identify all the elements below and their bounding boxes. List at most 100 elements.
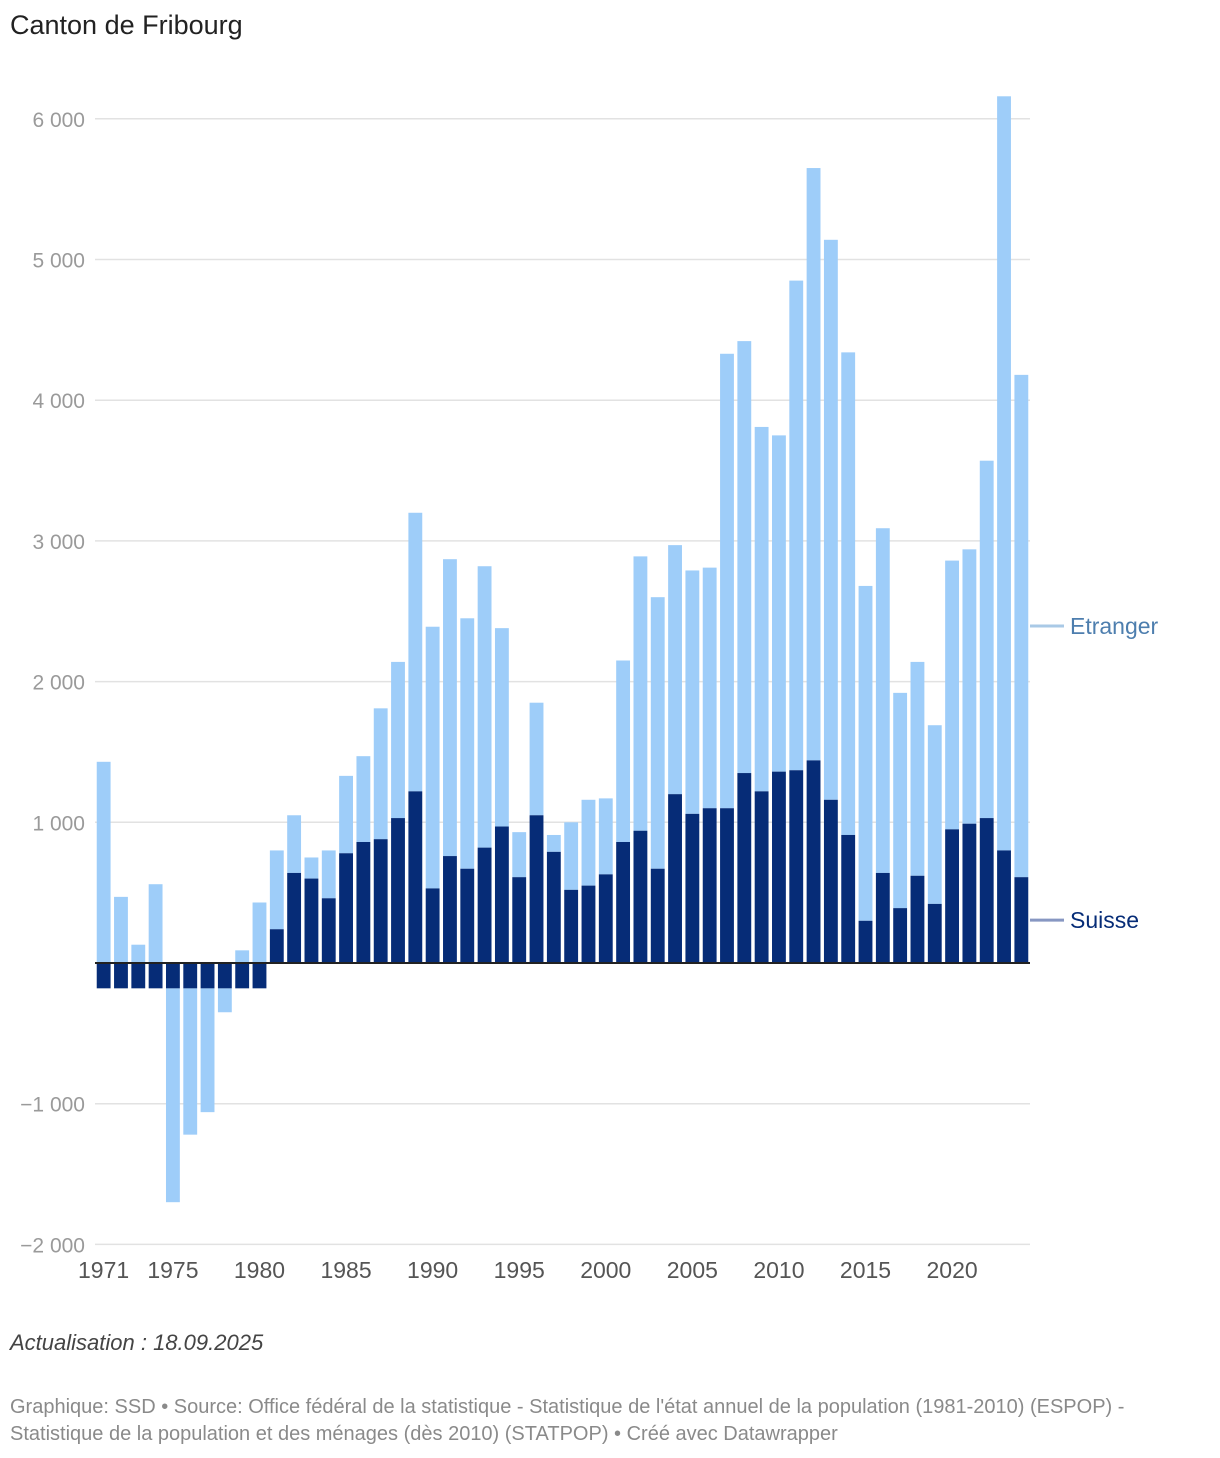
y-tick-label: 5 000 [32, 250, 85, 273]
bar-suisse-1984 [321, 898, 336, 963]
bar-etranger-1984 [321, 850, 336, 899]
bar-etranger-1998 [564, 822, 579, 890]
bar-suisse-1972 [114, 963, 128, 989]
bar-suisse-2006 [702, 808, 717, 963]
bar-etranger-1975 [165, 988, 180, 1203]
bar-suisse-2024 [1014, 877, 1029, 963]
y-tick-label: −1 000 [20, 1094, 85, 1117]
bar-etranger-2018 [910, 661, 925, 876]
x-tick-label: 2000 [580, 1257, 631, 1283]
bar-suisse-1988 [391, 818, 405, 963]
bar-etranger-1979 [235, 950, 250, 963]
bar-etranger-1988 [391, 661, 405, 819]
bar-suisse-2015 [858, 920, 873, 963]
x-tick-label: 1995 [494, 1257, 545, 1283]
bar-suisse-1992 [460, 868, 475, 963]
bar-suisse-2016 [875, 872, 890, 963]
bar-suisse-2010 [772, 771, 786, 963]
bar-etranger-2011 [789, 280, 804, 771]
source-footer: Graphique: SSD • Source: Office fédéral … [10, 1396, 1125, 1445]
y-tick-label: 3 000 [32, 531, 85, 554]
x-tick-label: 2015 [840, 1257, 891, 1283]
bar-suisse-1996 [529, 815, 544, 963]
x-tick-label: 1975 [147, 1257, 198, 1283]
bar-etranger-2022 [979, 460, 994, 819]
bar-etranger-2017 [893, 692, 908, 909]
series-etranger [96, 96, 1029, 1203]
bar-etranger-1976 [183, 988, 198, 1135]
bar-etranger-1989 [408, 512, 423, 792]
x-tick-label: 1985 [320, 1257, 371, 1283]
bar-suisse-1971 [96, 963, 111, 989]
bar-etranger-2024 [1014, 374, 1029, 878]
x-tick-label: 1980 [234, 1257, 285, 1283]
bar-suisse-2003 [650, 868, 665, 963]
bar-suisse-1974 [148, 963, 163, 989]
bar-suisse-1980 [252, 963, 267, 989]
bar-etranger-1980 [252, 902, 267, 963]
bar-etranger-1994 [494, 628, 509, 827]
bar-etranger-1997 [546, 834, 561, 852]
bar-etranger-2019 [927, 725, 942, 904]
bar-etranger-2015 [858, 585, 873, 921]
bar-etranger-2007 [720, 353, 734, 809]
bar-etranger-1977 [200, 988, 215, 1113]
bar-etranger-1990 [425, 626, 440, 889]
bar-suisse-1991 [443, 856, 457, 963]
x-tick-label: 1990 [407, 1257, 458, 1283]
bar-etranger-2008 [737, 341, 752, 774]
y-tick-label: 2 000 [32, 672, 85, 695]
bar-etranger-1993 [477, 566, 492, 848]
bar-suisse-1983 [304, 878, 319, 963]
x-tick-label: 1971 [78, 1257, 129, 1283]
series-suisse [96, 760, 1029, 989]
bar-suisse-1981 [269, 929, 284, 963]
bar-etranger-1991 [443, 559, 457, 857]
x-axis-ticks: 1971 1975 1980 1985 1990 1995 2000 2005 2010 2015… [78, 1257, 978, 1283]
bar-suisse-2022 [979, 818, 994, 963]
bar-suisse-1975 [165, 963, 180, 989]
bar-suisse-2007 [720, 808, 734, 963]
bar-etranger-2004 [668, 545, 682, 795]
bar-etranger-2009 [754, 426, 769, 792]
bar-suisse-2005 [685, 813, 700, 963]
bar-etranger-1981 [269, 850, 284, 930]
bar-etranger-1995 [512, 832, 527, 878]
y-tick-label: 6 000 [32, 109, 85, 132]
bar-suisse-2017 [893, 908, 908, 963]
bar-etranger-2010 [772, 435, 786, 772]
bar-suisse-2019 [927, 903, 942, 963]
bar-suisse-1993 [477, 847, 492, 963]
bar-suisse-1979 [235, 963, 250, 989]
bar-suisse-1973 [131, 963, 146, 989]
bar-suisse-2021 [962, 823, 977, 963]
bar-suisse-2011 [789, 770, 804, 963]
bar-etranger-2006 [702, 567, 717, 809]
bar-suisse-1995 [512, 877, 527, 963]
bar-etranger-2020 [945, 560, 960, 830]
bar-suisse-2002 [633, 830, 648, 963]
bar-etranger-1983 [304, 857, 319, 879]
legend-suisse-label: Suisse [1070, 907, 1139, 933]
bar-suisse-1994 [494, 826, 509, 963]
bar-etranger-2002 [633, 556, 648, 831]
bar-etranger-1974 [148, 884, 163, 963]
y-tick-label: 1 000 [32, 812, 85, 835]
bar-suisse-1986 [356, 841, 371, 963]
bar-suisse-2023 [997, 850, 1011, 963]
bar-etranger-1978 [217, 988, 232, 1013]
bar-etranger-1999 [581, 799, 596, 886]
bar-etranger-1982 [287, 815, 302, 873]
bar-etranger-2000 [598, 798, 613, 875]
gridlines [95, 118, 1030, 1246]
bar-suisse-2004 [668, 794, 682, 963]
legend-etranger-label: Etranger [1070, 613, 1159, 639]
bar-etranger-1971 [96, 761, 111, 963]
bar-etranger-1987 [373, 708, 388, 840]
bar-suisse-2000 [598, 874, 613, 963]
bar-suisse-2013 [823, 799, 838, 963]
bar-suisse-1982 [287, 872, 302, 963]
bar-etranger-2012 [806, 168, 821, 761]
bar-etranger-1972 [114, 896, 128, 963]
chart-title: Canton de Fribourg [10, 10, 243, 40]
